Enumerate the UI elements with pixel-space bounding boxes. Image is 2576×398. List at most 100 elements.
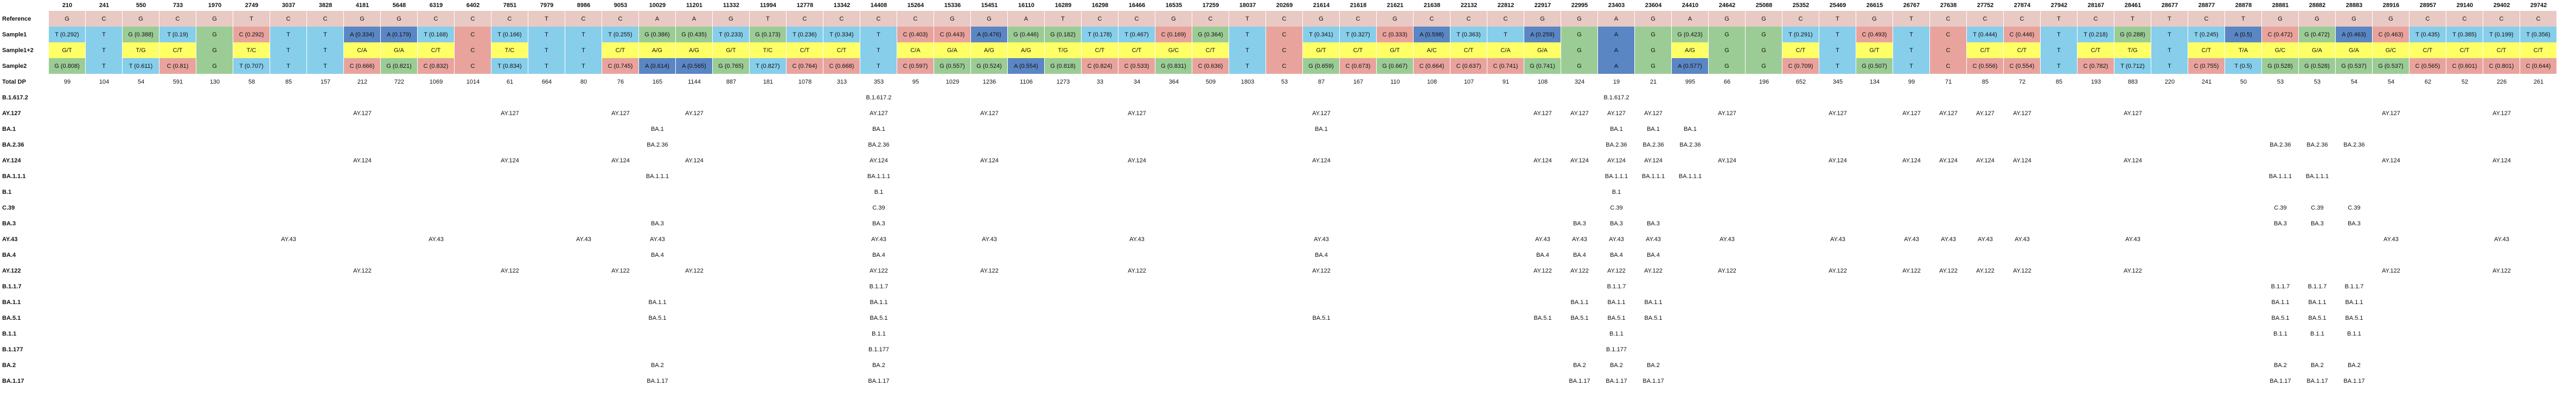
allele-cell: G (0.659) <box>1303 58 1340 74</box>
allele-cell: T <box>307 42 344 58</box>
allele-cell: T (0.233) <box>713 27 750 42</box>
allele-cell: T <box>233 11 270 27</box>
position-header: 29742 <box>2530 2 2547 9</box>
lineage-marker: AY.122 <box>870 267 888 274</box>
allele-cell: A <box>1008 11 1045 27</box>
position-header: 21621 <box>1386 2 1404 9</box>
depth-cell: 324 <box>1574 78 1585 85</box>
allele-cell: T <box>528 11 565 27</box>
lineage-marker: AY.122 <box>1533 267 1552 274</box>
lineage-marker: BA.1 <box>1315 125 1328 132</box>
allele-cell: C <box>787 11 823 27</box>
lineage-marker: B.1.1 <box>1609 330 1623 337</box>
lineage-marker: BA.3 <box>1573 220 1586 227</box>
allele-cell: A (0.614) <box>639 58 676 74</box>
allele-cell: T (0.5) <box>2225 58 2262 74</box>
lineage-marker: AY.127 <box>1902 110 1921 117</box>
lineage-marker: AY.43 <box>429 236 444 243</box>
lineage-marker: BA.2 <box>1647 362 1660 369</box>
lineage-marker: BA.1.17 <box>647 377 668 384</box>
lineage-marker: C.39 <box>2311 204 2324 211</box>
lineage-marker: BA.2 <box>2348 362 2361 369</box>
lineage-marker: AY.124 <box>2382 157 2400 164</box>
allele-cell: T <box>1229 27 1266 42</box>
depth-cell: 193 <box>2091 78 2101 85</box>
allele-cell: G <box>2373 11 2409 27</box>
allele-cell: T (0.327) <box>1340 27 1377 42</box>
depth-cell: 226 <box>2496 78 2507 85</box>
allele-cell: T (0.334) <box>823 27 860 42</box>
lineage-marker: AY.43 <box>1830 236 1845 243</box>
allele-cell: C <box>455 58 491 74</box>
allele-cell: G <box>1635 42 1672 58</box>
allele-cell: T <box>750 11 787 27</box>
depth-cell: 130 <box>209 78 220 85</box>
position-header: 27874 <box>2014 2 2031 9</box>
depth-cell: 95 <box>912 78 919 85</box>
allele-cell: C (0.824) <box>1082 58 1118 74</box>
allele-cell: C (0.644) <box>2520 58 2557 74</box>
lineage-marker: BA.2.36 <box>1642 141 1664 148</box>
lineage-marker: BA.4 <box>1610 251 1623 258</box>
allele-cell: A (0.5) <box>2225 27 2262 42</box>
lineage-marker: BA.1.1 <box>870 299 888 306</box>
allele-cell: T <box>2114 11 2151 27</box>
lineage-marker: AY.124 <box>353 157 372 164</box>
allele-cell: G (0.528) <box>2262 58 2299 74</box>
depth-cell: 212 <box>357 78 368 85</box>
allele-cell: C (0.764) <box>787 58 823 74</box>
lineage-marker: BA.4 <box>651 251 664 258</box>
allele-cell: T <box>2151 42 2188 58</box>
depth-cell: 54 <box>2387 78 2395 85</box>
lineage-label: C.39 <box>2 204 15 211</box>
position-header: 22995 <box>1571 2 1588 9</box>
lineage-marker: AY.43 <box>982 236 997 243</box>
allele-cell: G <box>1635 27 1672 42</box>
allele-cell: T <box>270 27 307 42</box>
allele-cell: C <box>860 11 897 27</box>
depth-cell: 99 <box>63 78 71 85</box>
allele-cell: G/T <box>1303 42 1340 58</box>
allele-cell: A/G <box>971 42 1008 58</box>
allele-cell: T <box>1819 11 1856 27</box>
lineage-marker: BA.2.36 <box>2343 141 2365 148</box>
depth-cell: 1236 <box>982 78 996 85</box>
allele-cell: A/G <box>1672 42 1709 58</box>
position-header: 26767 <box>1903 2 1920 9</box>
allele-cell: T/G <box>2114 42 2151 58</box>
allele-cell: G (0.173) <box>750 27 787 42</box>
allele-cell: C (0.782) <box>2078 58 2114 74</box>
lineage-label: BA.1.17 <box>2 377 24 384</box>
lineage-marker: AY.124 <box>1829 157 1847 164</box>
lineage-marker: BA.2 <box>872 362 885 369</box>
allele-cell: G/A <box>934 42 971 58</box>
position-header: 21614 <box>1313 2 1330 9</box>
lineage-marker: BA.1.17 <box>2270 377 2291 384</box>
lineage-marker: BA.1 <box>872 125 885 132</box>
position-header: 27752 <box>1977 2 1994 9</box>
allele-cell: C (0.597) <box>897 58 934 74</box>
lineage-marker: AY.127 <box>1128 110 1146 117</box>
allele-cell: G/A <box>381 42 418 58</box>
allele-cell: G (0.524) <box>971 58 1008 74</box>
allele-cell: T (0.291) <box>1782 27 1819 42</box>
depth-cell: 591 <box>172 78 183 85</box>
allele-cell: G <box>196 27 233 42</box>
lineage-label: B.1 <box>2 188 12 195</box>
lineage-marker: AY.124 <box>1718 157 1736 164</box>
lineage-marker: AY.122 <box>2382 267 2400 274</box>
lineage-marker: BA.1 <box>1610 125 1623 132</box>
lineage-label: BA.3 <box>2 220 16 227</box>
position-header: 27638 <box>1940 2 1957 9</box>
allele-cell: C <box>1450 11 1487 27</box>
allele-cell: G <box>1635 58 1672 74</box>
lineage-marker: AY.127 <box>1829 110 1847 117</box>
lineage-marker: AY.127 <box>1312 110 1331 117</box>
allele-cell: C (0.636) <box>1192 58 1229 74</box>
depth-cell: 62 <box>2424 78 2432 85</box>
allele-cell: T (0.199) <box>2483 27 2520 42</box>
allele-cell: G <box>1746 42 1782 58</box>
allele-cell: G (0.507) <box>1856 58 1893 74</box>
lineage-marker: BA.1.17 <box>2343 377 2365 384</box>
lineage-marker: BA.1.17 <box>1569 377 1590 384</box>
